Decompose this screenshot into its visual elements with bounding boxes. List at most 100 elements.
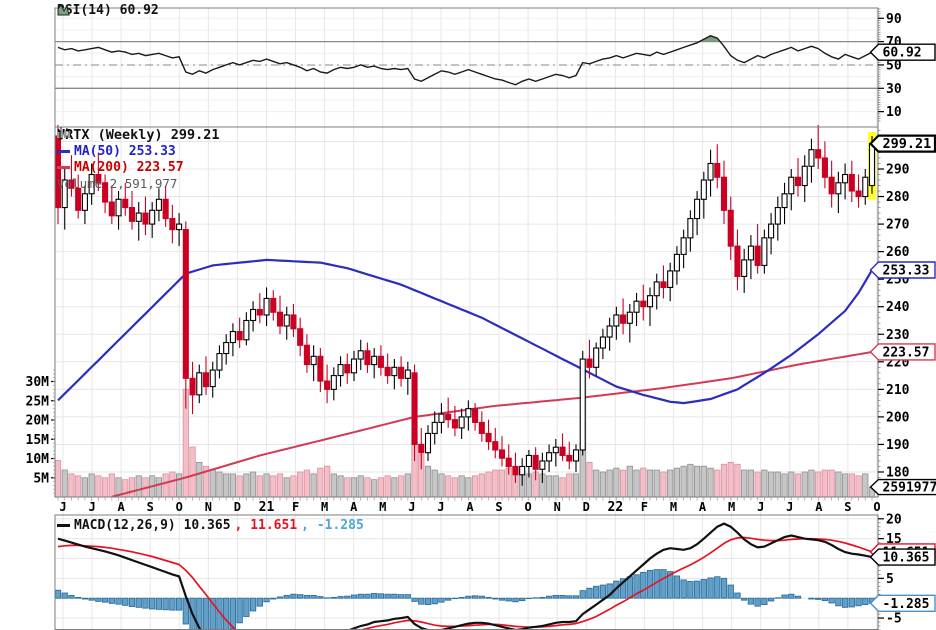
macd-axis-label: 20 xyxy=(886,512,902,527)
macd-axis-label: 5 xyxy=(886,572,894,587)
svg-text:299.21: 299.21 xyxy=(883,136,932,152)
price-axis-label: 190 xyxy=(886,438,910,453)
volume-axis-label: 5M xyxy=(33,471,49,486)
ma200-legend-row: MA(200) 223.57 xyxy=(57,159,220,175)
rsi-overbought-fill xyxy=(55,35,878,42)
ma50-value-callout: 253.33 xyxy=(869,261,936,279)
rsi-legend: RSI(14) 60.92 xyxy=(57,3,159,18)
price-panel xyxy=(54,124,879,498)
volume-axis-label: 25M xyxy=(26,394,50,409)
month-axis: J J A S O N D 21 F M A M J J A S O N D 22 F M A M J J A S O xyxy=(57,497,881,515)
candles xyxy=(54,124,876,486)
macd-line xyxy=(57,522,873,630)
volume-axis-label: 15M xyxy=(26,433,50,448)
month-label: J xyxy=(59,500,66,514)
macd-legend: MACD(12,26,9) 10.365, 11.651, -1.285 xyxy=(57,518,364,533)
month-label: F xyxy=(292,500,299,514)
last-price-callout: 299.21 xyxy=(868,134,936,153)
ma50-line-swatch xyxy=(57,149,70,153)
macd-signal-line xyxy=(57,536,873,630)
rsi-axis-label: 50 xyxy=(886,58,902,73)
volume-bars-icon xyxy=(57,129,70,138)
month-label: O xyxy=(525,500,532,514)
price-axis-label: 230 xyxy=(886,328,910,343)
ma200-value-callout: 223.57 xyxy=(869,343,936,361)
month-label: A xyxy=(350,500,358,514)
price-axis-label: 280 xyxy=(886,190,910,205)
macd-histogram-callout: -1.285 xyxy=(869,594,936,613)
ma200-line-swatch xyxy=(57,165,70,169)
macd-signal-value: , 11.651 xyxy=(234,518,298,533)
rsi-axis-label: 10 xyxy=(886,105,902,120)
volume-axis-label: 10M xyxy=(26,452,50,467)
month-label: D xyxy=(583,500,590,514)
rsi-frame xyxy=(54,7,879,128)
symbol-legend-row: VRTX (Weekly) 299.21 xyxy=(57,127,220,143)
area-chart-icon xyxy=(57,4,70,16)
svg-text:253.33: 253.33 xyxy=(883,264,930,279)
volume-axis-label: 20M xyxy=(26,414,50,429)
svg-text:10.365: 10.365 xyxy=(883,551,930,566)
price-legend: VRTX (Weekly) 299.21 MA(50) 253.33 MA(20… xyxy=(57,127,220,191)
price-axis-label: 200 xyxy=(886,410,910,425)
rsi-axis-label: 90 xyxy=(886,12,902,27)
svg-text:2591977: 2591977 xyxy=(883,481,936,496)
month-label: J xyxy=(408,500,415,514)
month-label: M xyxy=(728,500,735,514)
rsi-value-callout: 60.92 xyxy=(869,43,936,61)
rsi-axis-label: 30 xyxy=(886,82,902,97)
month-label: J xyxy=(88,500,95,514)
month-label: D xyxy=(234,500,241,514)
macd-value-callout: 10.365 xyxy=(869,548,936,566)
month-label: M xyxy=(321,500,328,514)
price-axis-label: 210 xyxy=(886,383,910,398)
month-label: S xyxy=(844,500,851,514)
macd-lines xyxy=(57,522,873,630)
svg-text:60.92: 60.92 xyxy=(883,46,922,61)
axes: 9070503010290280270260250240230220210200… xyxy=(26,8,910,630)
price-axis-label: 180 xyxy=(886,465,910,480)
ma200-line xyxy=(111,351,873,497)
month-label: N xyxy=(554,500,561,514)
ma200-legend-label: MA(200) 223.57 xyxy=(74,159,184,175)
moving-averages xyxy=(57,258,873,497)
month-label: J xyxy=(437,500,444,514)
rsi-line xyxy=(57,35,873,86)
macd-axis-label: -5 xyxy=(886,612,902,627)
volume-legend-row: Volume 2,591,977 xyxy=(57,129,220,191)
ma50-legend-row: MA(50) 253.33 xyxy=(57,143,220,159)
price-axis-label: 240 xyxy=(886,300,910,315)
volume-bars xyxy=(54,388,876,498)
month-label: J xyxy=(786,500,793,514)
macd-histogram-value: , -1.285 xyxy=(301,518,364,533)
price-axis-label: 260 xyxy=(886,245,910,260)
volume-axis-label: 30M xyxy=(26,375,50,390)
month-label: O xyxy=(176,500,183,514)
month-label: A xyxy=(118,500,126,514)
year-label: 22 xyxy=(608,500,624,515)
month-label: A xyxy=(466,500,474,514)
volume-value-callout: 2591977 xyxy=(869,478,936,496)
price-axis-label: 290 xyxy=(886,162,910,177)
month-label: F xyxy=(641,500,648,514)
month-label: N xyxy=(205,500,212,514)
rsi-legend-label: RSI(14) 60.92 xyxy=(57,3,159,18)
month-label: J xyxy=(757,500,764,514)
svg-text:223.57: 223.57 xyxy=(883,345,930,360)
month-label: A xyxy=(815,500,823,514)
macd-legend-label: MACD(12,26,9) 10.365 xyxy=(74,518,231,533)
rsi-panel xyxy=(54,7,879,128)
month-label: S xyxy=(495,500,502,514)
month-label: S xyxy=(147,500,154,514)
ma50-line xyxy=(57,258,873,405)
year-label: 21 xyxy=(259,500,275,515)
symbol-legend-label: VRTX (Weekly) 299.21 xyxy=(57,127,220,143)
price-axis-label: 270 xyxy=(886,218,910,233)
macd-line-swatch xyxy=(57,524,70,527)
month-label: O xyxy=(873,500,880,514)
svg-text:-1.285: -1.285 xyxy=(883,597,930,612)
month-label: M xyxy=(670,500,677,514)
ma50-legend-label: MA(50) 253.33 xyxy=(74,143,176,159)
